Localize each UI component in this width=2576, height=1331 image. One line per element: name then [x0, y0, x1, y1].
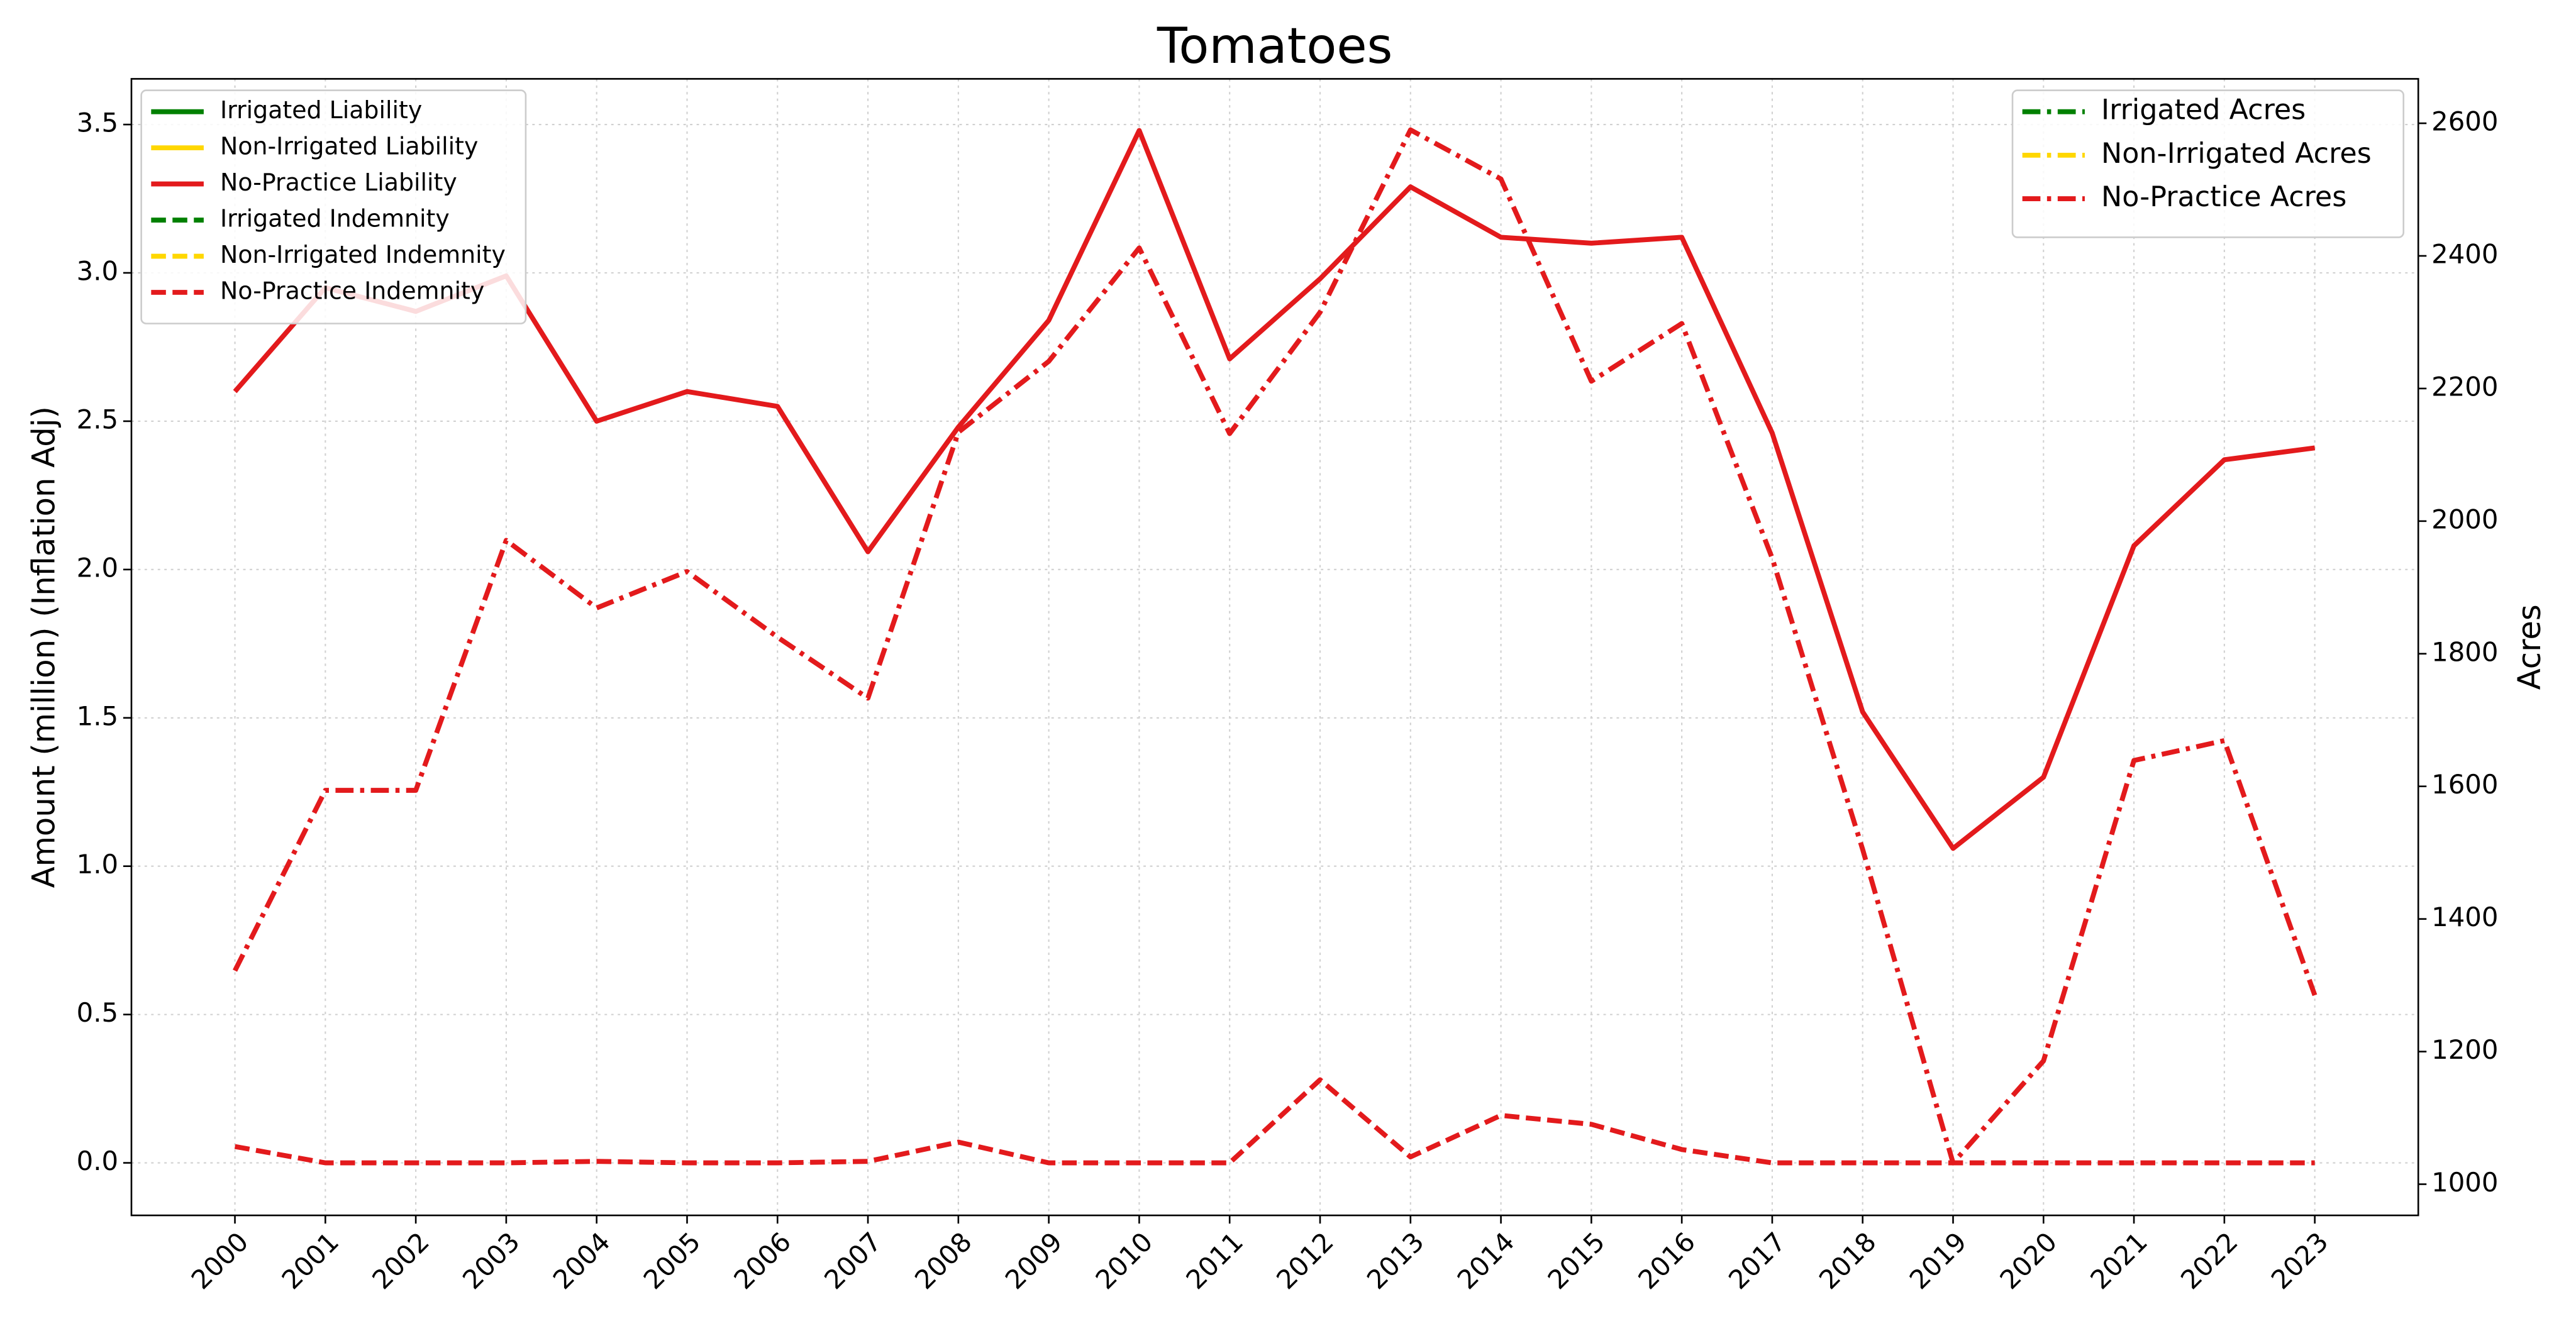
- y2-axis-label: Acres: [2511, 604, 2548, 690]
- x-tick-label: 2021: [2084, 1226, 2153, 1295]
- y-tick-label: 1.5: [77, 700, 118, 731]
- y2-tick-label: 1200: [2431, 1034, 2498, 1065]
- x-tick-label: 2007: [818, 1226, 887, 1295]
- legend-label: Irrigated Acres: [2101, 94, 2306, 126]
- y-tick-label: 2.0: [77, 552, 118, 583]
- legend-label: Irrigated Liability: [220, 96, 422, 124]
- series-line: [233, 128, 2316, 851]
- series-line: [234, 1077, 2315, 1166]
- y2-tick-label: 1000: [2431, 1167, 2498, 1198]
- x-tick-label: 2019: [1904, 1226, 1973, 1295]
- plot-frame: [130, 78, 2419, 1217]
- y-tick-label: 3.0: [77, 255, 118, 286]
- x-tick-label: 2002: [366, 1226, 435, 1295]
- legend-label: Non-Irrigated Indemnity: [220, 241, 506, 268]
- x-tick-label: 2008: [909, 1226, 978, 1295]
- x-tick-label: 2006: [728, 1226, 797, 1295]
- y2-tick-label: 2200: [2431, 371, 2498, 402]
- legend: Irrigated Liability Non-Irrigated Liabili…: [140, 89, 527, 324]
- legend-label: Non-Irrigated Liability: [220, 133, 478, 160]
- x-tick-label: 2020: [1994, 1226, 2063, 1295]
- y-tick-label: 0.0: [77, 1146, 118, 1176]
- legend-label: Irrigated Indemnity: [220, 205, 450, 233]
- x-tick-label: 2023: [2265, 1226, 2334, 1295]
- y-tick-label: 1.0: [77, 849, 118, 880]
- x-tick-label: 2009: [999, 1226, 1069, 1295]
- y2-tick-label: 1800: [2431, 636, 2498, 667]
- x-tick-label: 2015: [1541, 1226, 1611, 1295]
- x-tick-label: 2000: [186, 1226, 255, 1295]
- y-axis-label: Amount (million) (Inflation Adj): [26, 406, 62, 888]
- x-tick-label: 2022: [2175, 1226, 2244, 1295]
- x-tick-label: 2018: [1813, 1226, 1882, 1295]
- x-tick-label: 2003: [457, 1226, 526, 1295]
- x-tick-label: 2012: [1270, 1226, 1340, 1295]
- y2-tick-label: 2600: [2431, 106, 2498, 137]
- x-tick-label: 2017: [1723, 1226, 1792, 1295]
- x-tick-label: 2001: [275, 1226, 345, 1295]
- x-tick-label: 2016: [1632, 1226, 1701, 1295]
- y2-tick-label: 2400: [2431, 238, 2498, 269]
- legend-label: No-Practice Indemnity: [220, 277, 484, 304]
- y2-tick-label: 1400: [2431, 902, 2498, 932]
- legend: Irrigated Acres Non-Irrigated Acres No-Pra…: [2011, 89, 2405, 238]
- legend-label: No-Practice Acres: [2101, 181, 2346, 213]
- chart-title: Tomatoes: [1157, 18, 1393, 75]
- y2-tick-label: 2000: [2431, 504, 2498, 534]
- y-tick-label: 0.5: [77, 997, 118, 1028]
- series-line: [233, 127, 2318, 1166]
- y2-tick-label: 1600: [2431, 769, 2498, 800]
- x-tick-label: 2010: [1089, 1226, 1158, 1295]
- x-tick-label: 2011: [1180, 1226, 1249, 1295]
- legend-label: Non-Irrigated Acres: [2101, 138, 2372, 170]
- legend-box: [2011, 89, 2405, 238]
- legend-label: No-Practice Liability: [220, 168, 457, 196]
- y-tick-label: 2.5: [77, 404, 118, 434]
- x-tick-label: 2014: [1452, 1226, 1521, 1295]
- x-tick-label: 2005: [638, 1226, 707, 1295]
- x-tick-label: 2013: [1361, 1226, 1430, 1295]
- legend-box: [140, 89, 527, 324]
- x-tick-label: 2004: [547, 1226, 616, 1295]
- y-tick-label: 3.5: [77, 108, 118, 138]
